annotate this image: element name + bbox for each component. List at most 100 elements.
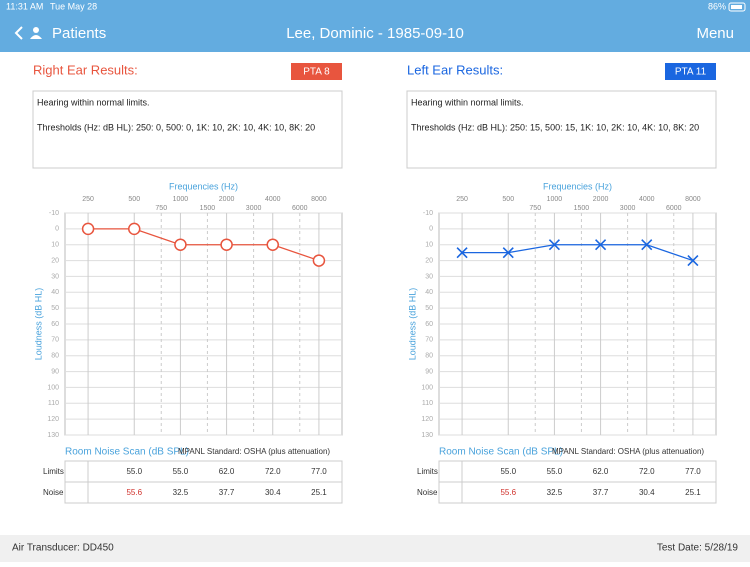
table-cell: 62.0 [593,467,609,476]
threshold-marker [595,239,607,251]
y-tick-label: 90 [51,368,59,375]
results-box [32,90,343,169]
panel-title: Right Ear Results: [33,62,138,77]
y-tick-label: -10 [423,210,433,217]
noise-title: Room Noise Scan (dB SPL) [439,447,563,458]
y-tick-label: 20 [425,257,433,264]
threshold-marker [548,239,560,251]
threshold-marker [220,238,233,251]
y-tick-label: 110 [422,400,433,407]
row-label: Noise [417,488,438,497]
x-tick-label-minor: 3000 [246,205,262,212]
y-tick-label: 50 [425,305,433,312]
y-tick-label: 130 [421,432,433,439]
y-tick-label: 100 [47,384,59,391]
back-icon [14,26,23,40]
nav-bar [0,0,750,52]
x-tick-label: 2000 [219,196,235,203]
y-tick-label: 120 [47,416,59,423]
x-tick-label: 1000 [173,196,189,203]
thresholds: Thresholds (Hz: dB HL): 250: 15, 500: 15… [411,122,699,132]
x-tick-label: 500 [128,196,140,203]
x-tick-label-minor: 1500 [200,205,216,212]
table-cell: 55.0 [547,467,563,476]
y-tick-label: 120 [421,416,433,423]
x-tick-label: 250 [456,196,468,203]
y-tick-label: 40 [51,289,59,296]
row-label: Noise [43,488,64,497]
pta-label: PTA 11 [675,67,707,78]
y-tick-label: 0 [55,226,59,233]
x-tick-label: 8000 [685,196,701,203]
battery-icon [728,2,746,12]
threshold-marker [502,247,514,259]
threshold-marker [687,255,699,267]
footer [0,535,750,562]
y-tick-label: 130 [47,432,59,439]
threshold-marker [641,239,653,251]
battery-level [731,5,742,9]
x-tick-label-minor: 6000 [666,205,682,212]
y-tick-label: 100 [421,384,433,391]
noise-standard: MPANL Standard: OSHA (plus attenuation) [552,447,704,456]
x-tick-label-minor: 1500 [574,205,590,212]
pta-badge [291,63,342,80]
battery-text: 86% [708,1,726,11]
y-tick-label: 110 [48,400,59,407]
menu-button[interactable]: Menu [696,25,734,42]
threshold-marker [312,254,326,267]
x-axis-title: Frequencies (Hz) [543,181,612,191]
y-tick-label: 20 [51,257,59,264]
table-cell: 62.0 [219,467,235,476]
threshold-line [88,228,320,262]
x-tick-label: 2000 [593,196,609,203]
y-tick-label: 30 [51,273,59,280]
threshold-marker [174,238,187,251]
nav-title: Lee, Dominic - 1985-09-10 [286,25,464,42]
y-tick-label: 70 [425,337,433,344]
pta-badge [665,63,716,80]
table-cell: 30.4 [265,488,281,497]
y-tick-label: 90 [425,368,433,375]
patients-icon [30,35,42,39]
y-tick-label: 60 [51,321,59,328]
summary: Hearing within normal limits. [411,97,524,107]
table-cell: 55.0 [126,467,142,476]
y-tick-label: 60 [425,321,433,328]
table-cell: 77.0 [311,467,327,476]
table-cell: 55.0 [500,467,516,476]
back-label: Patients [52,25,106,42]
table-cell: 30.4 [639,488,655,497]
table-cell: 55.0 [173,467,189,476]
summary: Hearing within normal limits. [37,97,150,107]
y-tick-label: 50 [51,305,59,312]
y-axis-title: Loudness (dB HL) [33,288,43,361]
threshold-line [462,244,694,262]
results-box [406,90,717,169]
table-cell: 55.6 [500,488,516,497]
y-tick-label: 40 [425,289,433,296]
x-tick-label-minor: 6000 [292,205,308,212]
threshold-marker [81,222,95,236]
noise-standard: MPANL Standard: OSHA (plus attenuation) [178,447,330,456]
x-tick-label-minor: 3000 [620,205,636,212]
y-tick-label: 70 [51,337,59,344]
x-tick-label: 4000 [265,196,281,203]
y-tick-label: 10 [425,242,433,249]
back-button[interactable]: Patients [14,25,106,42]
footer-date: Test Date: 5/28/19 [657,543,739,554]
table-cell: 37.7 [593,488,609,497]
row-label: Limits [417,467,438,476]
table-cell: 37.7 [219,488,235,497]
y-axis-title: Loudness (dB HL) [407,288,417,361]
y-tick-label: 0 [429,226,433,233]
patients-icon [33,27,39,33]
x-tick-label: 4000 [639,196,655,203]
pta-label: PTA 8 [303,67,330,78]
table-cell: 25.1 [685,488,701,497]
table-cell: 55.6 [126,488,142,497]
threshold-marker [266,238,279,251]
y-tick-label: -10 [49,210,59,217]
y-tick-label: 30 [425,273,433,280]
